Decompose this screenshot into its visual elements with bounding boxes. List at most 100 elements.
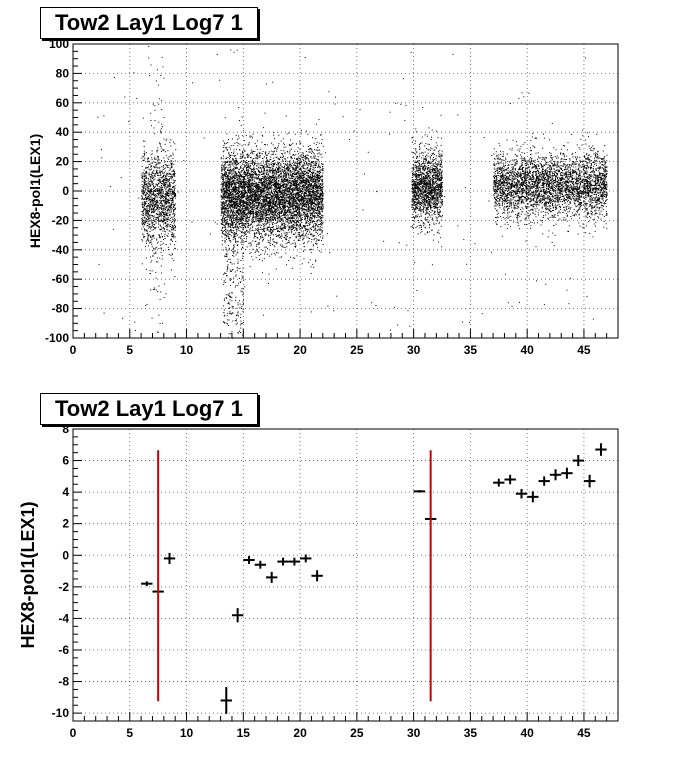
scatter-point <box>269 156 271 158</box>
scatter-point <box>290 221 292 223</box>
scatter-point <box>165 207 167 209</box>
scatter-point <box>142 172 144 173</box>
scatter-point <box>226 142 228 144</box>
scatter-point <box>165 194 167 196</box>
scatter-point <box>245 217 247 219</box>
scatter-point <box>160 197 162 199</box>
scatter-point <box>316 243 318 244</box>
scatter-point <box>277 170 279 172</box>
scatter-point <box>269 212 271 214</box>
scatter-point <box>143 192 145 194</box>
scatter-point <box>141 203 143 205</box>
scatter-point <box>229 188 231 190</box>
scatter-point <box>259 193 261 195</box>
scatter-point <box>165 244 167 245</box>
scatter-point <box>268 206 270 208</box>
scatter-point <box>141 233 143 235</box>
scatter-point <box>167 191 169 193</box>
scatter-point <box>149 193 151 195</box>
scatter-point <box>244 172 246 174</box>
scatter-point <box>269 234 271 236</box>
scatter-point <box>148 200 150 202</box>
scatter-point <box>314 203 316 205</box>
scatter-point <box>160 219 162 221</box>
scatter-point <box>164 238 166 239</box>
scatter-point <box>174 215 175 217</box>
scatter-point <box>145 174 147 176</box>
scatter-point <box>303 197 305 199</box>
scatter-point <box>235 158 237 159</box>
scatter-point <box>260 152 262 154</box>
scatter-point <box>296 228 298 230</box>
scatter-point <box>313 197 315 198</box>
scatter-point <box>229 175 231 177</box>
scatter-point <box>147 181 149 183</box>
scatter-point <box>224 143 226 145</box>
scatter-point <box>159 195 161 197</box>
scatter-point <box>307 164 309 166</box>
scatter-point <box>279 162 280 164</box>
scatter-point <box>268 230 270 232</box>
scatter-point <box>317 232 319 234</box>
scatter-point <box>312 221 314 223</box>
scatter-point <box>157 208 159 210</box>
scatter-point <box>245 175 247 176</box>
scatter-point <box>307 184 309 186</box>
scatter-point <box>150 112 152 114</box>
scatter-point <box>261 183 263 185</box>
scatter-point <box>255 190 257 192</box>
scatter-point <box>149 214 151 216</box>
scatter-point <box>313 239 315 241</box>
scatter-point <box>299 228 301 230</box>
scatter-point <box>226 218 228 220</box>
scatter-point <box>242 150 244 152</box>
scatter-point <box>165 197 166 199</box>
scatter-point <box>283 213 284 215</box>
scatter-point <box>156 151 158 153</box>
scatter-point <box>143 191 145 193</box>
scatter-point <box>250 227 252 229</box>
scatter-point <box>224 142 225 144</box>
scatter-point <box>164 174 166 176</box>
scatter-point <box>223 150 225 152</box>
scatter-point <box>147 230 148 232</box>
scatter-point <box>159 234 160 236</box>
scatter-point <box>270 169 272 171</box>
scatter-point <box>168 174 170 175</box>
scatter-point <box>277 196 279 197</box>
scatter-point <box>258 222 260 224</box>
scatter-point <box>244 177 246 179</box>
scatter-point <box>163 175 164 177</box>
scatter-point <box>285 175 287 176</box>
scatter-point <box>226 192 228 194</box>
scatter-point <box>237 182 239 184</box>
scatter-point <box>232 184 234 185</box>
scatter-point <box>152 235 154 237</box>
scatter-point <box>267 185 269 187</box>
scatter-point <box>171 164 173 166</box>
scatter-point <box>321 191 323 193</box>
scatter-point <box>319 211 321 213</box>
scatter-point <box>258 166 260 168</box>
scatter-point <box>288 164 290 166</box>
scatter-point <box>162 208 164 210</box>
scatter-point <box>226 188 228 189</box>
scatter-point <box>227 179 229 181</box>
scatter-point <box>161 226 163 228</box>
scatter-point <box>290 198 292 200</box>
scatter-point <box>169 214 171 216</box>
scatter-point <box>307 233 309 235</box>
scatter-point <box>243 164 245 166</box>
scatter-point <box>170 216 172 218</box>
scatter-point <box>312 263 314 265</box>
scatter-point <box>174 181 175 183</box>
scatter-point <box>249 204 251 206</box>
scatter-point <box>289 151 291 153</box>
scatter-point <box>281 229 283 231</box>
scatter-point <box>311 203 313 205</box>
scatter-point <box>167 233 169 235</box>
scatter-point <box>283 158 285 160</box>
scatter-point <box>174 193 176 194</box>
scatter-point <box>271 219 273 221</box>
scatter-point <box>244 183 246 185</box>
